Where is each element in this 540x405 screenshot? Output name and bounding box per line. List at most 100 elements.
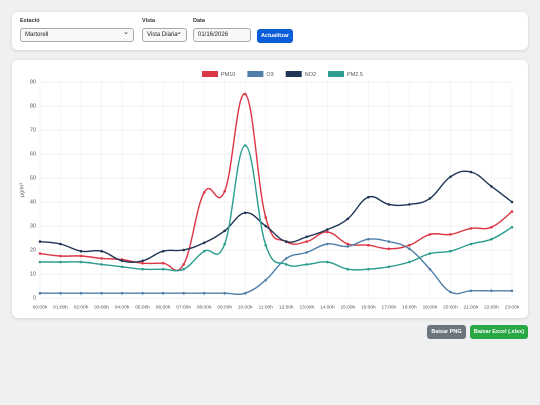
data-point: [490, 289, 493, 293]
x-tick-label: 09:00h: [217, 304, 232, 310]
data-point: [243, 144, 247, 147]
y-tick-label: 80: [30, 103, 36, 109]
data-point: [120, 291, 124, 295]
data-point: [100, 249, 103, 253]
legend-label: PM10: [221, 72, 235, 78]
data-point: [223, 291, 226, 295]
y-tick-label: 0: [33, 295, 36, 301]
data-point: [202, 191, 206, 194]
data-point: [408, 247, 411, 251]
data-point: [449, 249, 452, 253]
data-point: [120, 265, 124, 269]
data-point: [182, 291, 185, 295]
data-point: [326, 230, 329, 234]
data-point: [79, 260, 83, 264]
y-tick-label: 20: [30, 247, 36, 253]
data-point: [367, 267, 370, 271]
data-point: [59, 291, 62, 295]
data-point: [510, 200, 514, 204]
data-point: [38, 252, 42, 255]
data-point: [141, 291, 144, 295]
update-button[interactable]: Actualitzar: [257, 29, 293, 43]
data-point: [326, 260, 329, 264]
x-tick-label: 17:00h: [382, 304, 397, 310]
data-point: [449, 290, 452, 294]
data-point: [141, 261, 144, 265]
data-point: [305, 251, 309, 254]
data-point: [367, 243, 370, 247]
data-point: [38, 240, 42, 243]
x-tick-label: 13:00h: [299, 304, 314, 310]
data-point: [223, 242, 226, 246]
data-point: [367, 195, 370, 199]
data-point: [59, 260, 62, 264]
data-point: [243, 211, 247, 215]
data-point: [387, 265, 391, 269]
data-point: [161, 291, 165, 295]
data-point: [141, 259, 144, 263]
view-select[interactable]: Vista Diària: [142, 27, 187, 42]
data-point: [449, 233, 452, 236]
legend-swatch: [285, 71, 302, 77]
chart-card: 0 10 20 30 40 50 60 70 80 90 00:00h 01:00h 02:00h 03:…: [12, 60, 528, 318]
data-point: [38, 291, 42, 295]
x-tick-label: 22:00h: [484, 304, 499, 310]
data-point: [264, 243, 268, 247]
x-tick-label: 03:00h: [94, 304, 109, 310]
data-point: [223, 189, 226, 193]
data-point: [243, 291, 247, 295]
x-tick-label: 04:00h: [115, 304, 130, 310]
data-point: [223, 229, 226, 233]
download-png-button[interactable]: Baixar PNG: [427, 325, 466, 339]
data-point: [284, 240, 288, 243]
x-tick-label: 10:00h: [238, 304, 253, 310]
x-tick-label: 20:00h: [443, 304, 458, 310]
data-point: [202, 291, 206, 295]
data-point: [284, 257, 288, 260]
series-line: [39, 144, 513, 272]
data-point: [202, 249, 206, 253]
legend-swatch: [247, 71, 264, 77]
x-tick-label: 02:00h: [74, 304, 89, 310]
download-excel-button[interactable]: Baixar Excel (.xlsx): [470, 325, 528, 339]
data-point: [408, 260, 411, 264]
data-point: [490, 185, 493, 188]
x-tick-label: 14:00h: [320, 304, 335, 310]
x-tick-label: 01:00h: [53, 304, 68, 310]
station-label: Estació: [20, 18, 40, 24]
data-point: [326, 242, 329, 246]
data-point: [305, 235, 309, 239]
data-point: [161, 249, 165, 253]
x-tick-label: 21:00h: [464, 304, 479, 310]
data-point: [510, 225, 514, 229]
data-point: [469, 242, 473, 246]
series-line: [39, 238, 512, 296]
y-tick-label: 50: [30, 175, 36, 181]
x-tick-label: 12:00h: [279, 304, 294, 310]
series-line: [39, 170, 513, 263]
data-point: [510, 289, 514, 293]
data-point: [59, 242, 62, 246]
legend-swatch: [328, 71, 345, 77]
data-point: [428, 267, 432, 271]
data-point: [120, 259, 124, 263]
legend-label: PM2.5: [347, 72, 363, 78]
date-input[interactable]: 01/16/2026: [193, 28, 251, 42]
data-point: [510, 210, 514, 213]
x-tick-label: 23:00h: [505, 304, 520, 310]
data-point: [79, 291, 83, 295]
data-point: [469, 289, 473, 293]
data-point: [79, 254, 83, 258]
data-point: [469, 227, 473, 230]
data-point: [38, 260, 42, 264]
data-point: [449, 175, 452, 179]
y-tick-label: 70: [30, 127, 36, 133]
station-select[interactable]: Martorell: [20, 27, 134, 42]
y-tick-label: 30: [30, 223, 36, 229]
data-point: [141, 267, 144, 271]
data-point: [346, 267, 350, 271]
x-tick-label: 11:00h: [259, 304, 274, 310]
x-tick-label: 18:00h: [402, 304, 417, 310]
data-point: [202, 241, 206, 245]
